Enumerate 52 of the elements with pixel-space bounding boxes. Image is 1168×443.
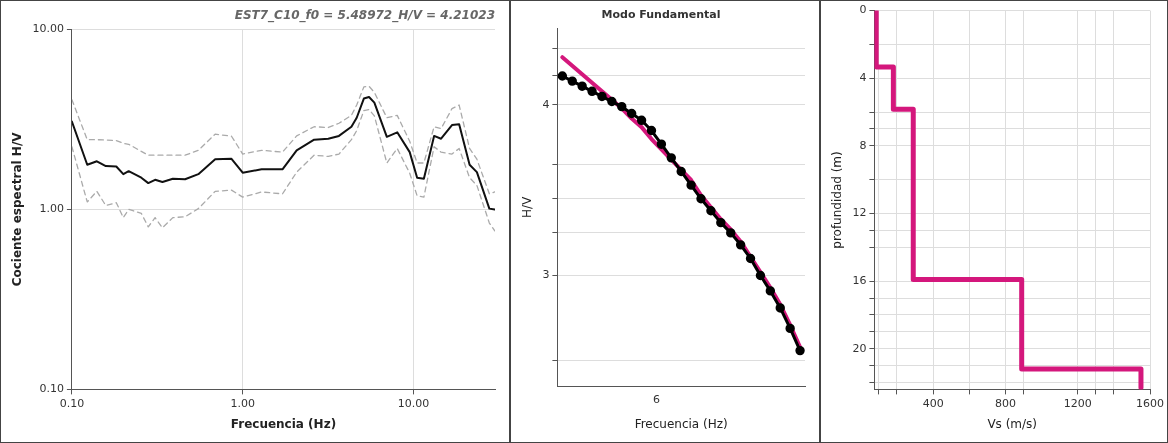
point: [656, 139, 667, 149]
y-axis-title: profundidad (m): [830, 151, 845, 249]
point: [775, 303, 785, 313]
point: [636, 115, 647, 126]
point: [686, 180, 696, 190]
y-tick-label: 3: [542, 268, 550, 282]
point: [567, 76, 577, 86]
y-tick-label: 16: [852, 274, 867, 288]
point: [597, 91, 607, 102]
point: [795, 345, 805, 356]
point: [716, 217, 726, 228]
point: [706, 206, 716, 216]
text: 6: [652, 392, 660, 406]
point: [607, 96, 617, 107]
y-tick-label: 8: [859, 138, 867, 152]
point: [587, 86, 597, 97]
point: [755, 270, 766, 281]
x-tick-label: 800: [994, 396, 1016, 410]
x-tick-label: 10.00: [397, 396, 430, 410]
point: [735, 240, 746, 250]
point: [666, 153, 676, 163]
y-tick-label: 1.00: [39, 202, 64, 216]
x-axis-title: Frecuencia (Hz): [634, 416, 728, 431]
point: [696, 194, 706, 204]
y-tick-label: 12: [852, 206, 867, 220]
point: [626, 108, 637, 119]
y-tick-label: 20: [852, 341, 867, 355]
x-tick-label: 0.10: [59, 396, 85, 410]
y-tick-label: 4: [859, 71, 867, 85]
x-axis-title: Vs (m/s): [987, 416, 1038, 431]
y-axis-title: H/V: [520, 195, 535, 218]
point: [765, 286, 776, 296]
y-tick-label: 0.10: [39, 382, 64, 396]
x-tick-label: 400: [922, 396, 944, 410]
point: [676, 166, 686, 177]
x-tick-label: 1600: [1136, 396, 1164, 410]
point: [726, 228, 736, 238]
chart-title: Modo Fundamental: [601, 8, 721, 22]
y-axis-title: Cociente espectral H/V: [10, 131, 25, 287]
x-tick-label: 1.00: [230, 396, 255, 410]
point: [785, 323, 795, 334]
y-tick-label: 4: [542, 97, 550, 111]
x-tick-label: 1200: [1063, 396, 1092, 410]
y-tick-label: 10.00: [32, 22, 64, 36]
chart-title: EST7_C10_f0 = 5.48972_H/V = 4.21023: [234, 8, 495, 24]
point: [617, 101, 627, 112]
point: [745, 253, 756, 264]
point: [646, 125, 657, 136]
point: [557, 71, 568, 81]
y-tick-label: 0: [859, 3, 867, 17]
x-axis-title: Frecuencia (Hz): [230, 416, 337, 431]
point: [577, 81, 587, 91]
